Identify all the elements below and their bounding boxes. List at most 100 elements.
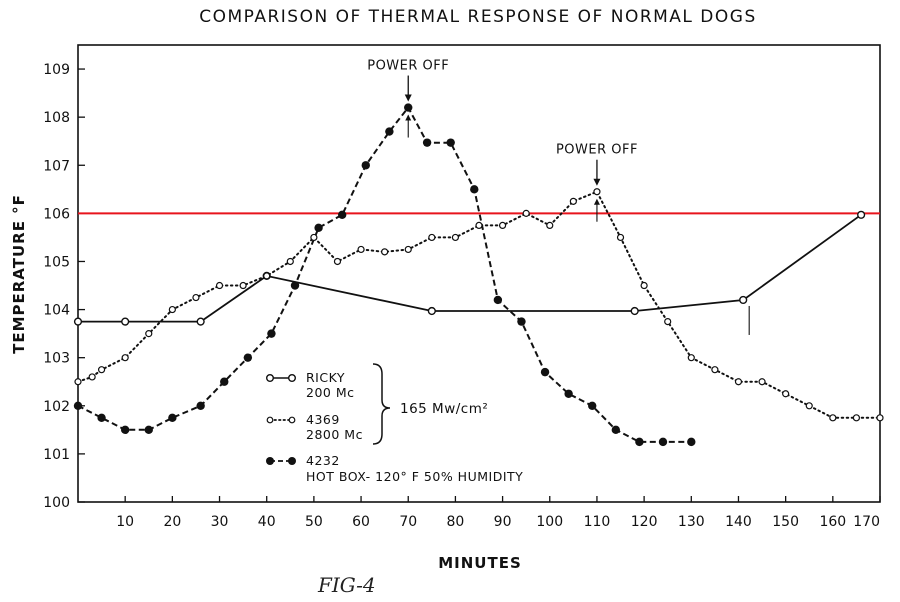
data-point-4232 [404, 103, 413, 112]
data-point-4232 [611, 425, 621, 435]
data-point-4369 [758, 378, 766, 386]
x-tick-label: 50 [305, 514, 323, 530]
series-layer [73, 103, 884, 447]
x-tick-label: 120 [631, 514, 658, 530]
data-point-4369 [192, 293, 200, 302]
data-point-4369 [428, 233, 436, 242]
data-point-4232 [290, 281, 300, 290]
data-point-4232 [422, 138, 432, 147]
data-point-4369 [97, 366, 106, 374]
data-point-4232 [385, 127, 394, 136]
data-point-ricky [121, 317, 130, 326]
data-point-ricky [73, 317, 83, 326]
data-point-4369 [451, 233, 460, 242]
data-point-4369 [616, 233, 625, 242]
data-point-4232 [337, 210, 347, 220]
x-tick-label: 100 [536, 514, 563, 530]
power-off-arrowhead [404, 94, 412, 102]
legend-group-label: 165 Mw/cm² [400, 401, 488, 417]
x-tick-label: 10 [116, 514, 134, 530]
x-axis-label: MINUTES [438, 554, 522, 572]
legend-4232-marker [266, 457, 274, 465]
legend: RICKY 200 Mc 4369 2800 Mc 4232 HOT BOX- … [266, 363, 523, 484]
x-axis: 10 20 30 40 50 60 70 80 90 100 110 120 130 140 150 160 1… [116, 496, 881, 530]
x-tick-label: 80 [446, 514, 464, 530]
data-point-4369 [475, 221, 483, 229]
x-tick-label: 60 [352, 514, 370, 530]
data-point-4369 [593, 188, 601, 196]
data-point-4232 [196, 401, 205, 410]
data-point-4232 [144, 425, 153, 435]
legend-ricky-name: RICKY [306, 370, 345, 385]
power-off-arrowhead [593, 178, 601, 186]
figure-label: FIG-4 [317, 573, 376, 597]
power-off-tickhead [593, 198, 600, 205]
data-point-4232 [120, 425, 130, 435]
y-tick-label: 105 [43, 254, 70, 270]
legend-4232-sub: HOT BOX- 120° F 50% HUMIDITY [306, 469, 523, 484]
data-point-4369 [734, 378, 743, 386]
data-point-4369 [357, 245, 365, 254]
data-point-4232 [243, 353, 253, 362]
data-point-4232 [635, 437, 644, 447]
data-point-4232 [493, 295, 503, 305]
x-tick-label: 40 [258, 514, 276, 530]
data-point-4369 [782, 390, 790, 398]
legend-ricky-marker [288, 374, 297, 383]
y-tick-label: 106 [43, 206, 70, 222]
plot-frame [77, 44, 881, 503]
y-tick-label: 100 [43, 495, 70, 511]
data-point-4369 [74, 378, 82, 386]
y-tick-label: 103 [43, 351, 70, 367]
x-tick-label: 30 [211, 514, 229, 530]
legend-4369-name: 4369 [306, 412, 340, 427]
data-point-4232 [470, 185, 479, 194]
data-point-4369 [121, 354, 129, 362]
data-point-4369 [522, 209, 530, 217]
data-point-4369 [145, 330, 153, 338]
legend-4369-marker [266, 416, 274, 424]
data-point-4369 [569, 197, 577, 205]
data-point-4369 [168, 305, 176, 314]
data-point-4232 [361, 161, 370, 170]
legend-brace [372, 363, 391, 445]
legend-4232-name: 4232 [306, 453, 340, 468]
data-point-4232 [687, 437, 696, 447]
data-point-4232 [97, 413, 106, 423]
x-tick-label: 130 [678, 514, 705, 530]
data-point-4232 [220, 377, 229, 386]
data-point-4232 [564, 389, 573, 398]
series-line-4369 [77, 190, 881, 419]
x-tick-label: 90 [494, 514, 512, 530]
data-point-4369 [546, 221, 554, 229]
data-point-4369 [852, 414, 861, 422]
data-point-4369 [381, 248, 389, 256]
legend-ricky-sub: 200 Mc [306, 385, 355, 400]
data-point-4232 [658, 437, 668, 447]
data-point-4232 [446, 138, 455, 147]
data-point-ricky [739, 295, 748, 305]
series-line-ricky [78, 214, 862, 323]
data-point-4369 [687, 354, 695, 362]
x-tick-label: 160 [819, 514, 846, 530]
data-point-4232 [517, 317, 526, 326]
chart-title: COMPARISON OF THERMAL RESPONSE OF NORMAL… [199, 7, 757, 27]
data-point-4232 [73, 401, 83, 410]
power-off-label: POWER OFF [556, 143, 638, 158]
data-point-4369 [88, 373, 96, 381]
legend-4232-marker [288, 457, 296, 465]
x-tick-label: 110 [584, 514, 611, 530]
power-off-tickhead [405, 114, 412, 121]
data-point-4369 [286, 257, 294, 266]
data-point-4369 [711, 366, 719, 374]
data-point-ricky [857, 210, 866, 219]
data-point-4369 [805, 402, 813, 410]
data-point-4369 [333, 257, 342, 266]
data-point-ricky [630, 306, 639, 316]
data-point-4369 [404, 245, 412, 254]
y-tick-label: 107 [43, 158, 70, 174]
data-point-4369 [664, 318, 672, 326]
data-point-4369 [263, 272, 271, 280]
y-tick-label: 108 [43, 110, 70, 126]
